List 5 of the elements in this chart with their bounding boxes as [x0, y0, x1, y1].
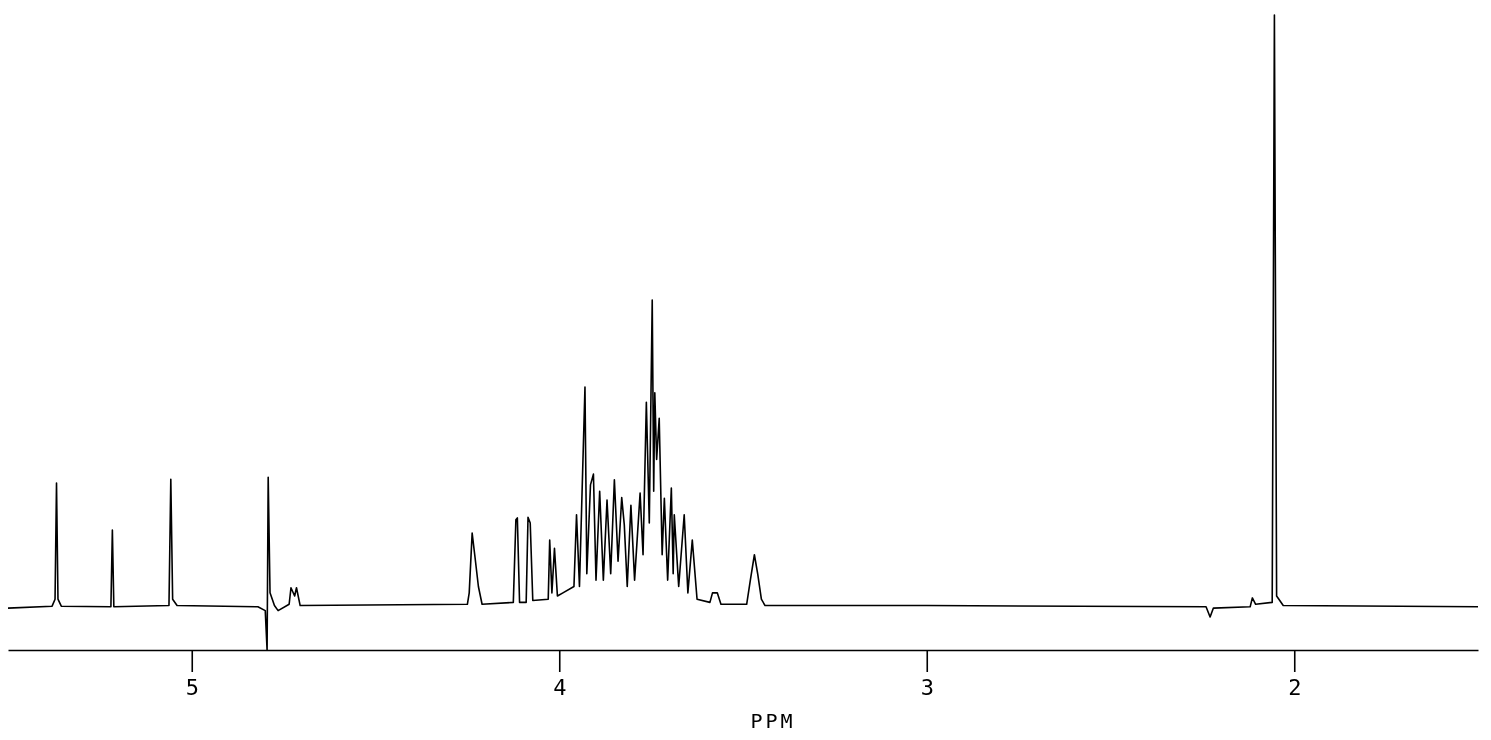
x-axis-title: PPM	[750, 709, 796, 733]
x-tick-label: 3	[920, 674, 934, 700]
x-tick-label: 2	[1288, 674, 1302, 700]
x-tick-label: 5	[185, 674, 199, 700]
x-tick-label: 4	[553, 674, 567, 700]
